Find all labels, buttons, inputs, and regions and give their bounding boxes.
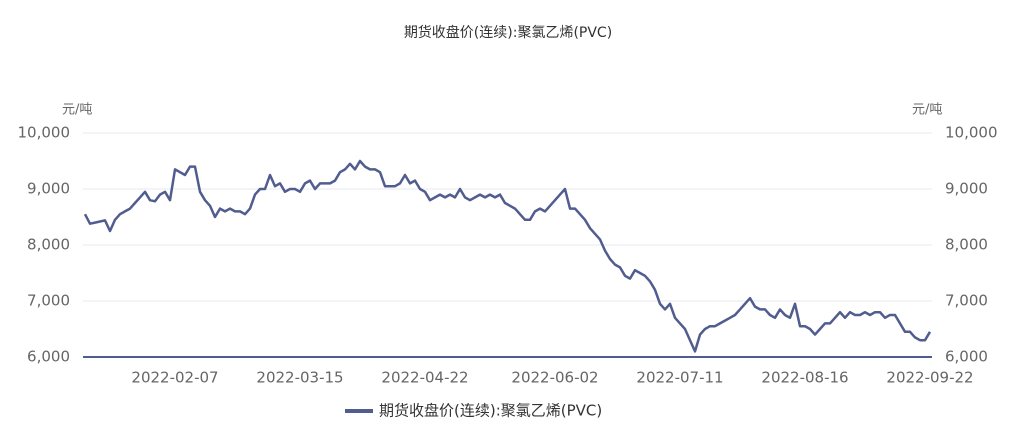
y-axis-unit: 元/吨 [62,103,92,118]
x-tick-label: 2022-03-15 [256,369,343,387]
x-tick-label: 2022-07-11 [636,369,723,387]
x-tick-label: 2022-04-22 [381,369,468,387]
y2-tick-label: 9,000 [945,180,988,198]
y-tick-label: 9,000 [27,180,70,198]
y2-tick-label: 8,000 [945,236,988,254]
legend-label: 期货收盘价(连续):聚氯乙烯(PVC) [379,402,602,420]
y-tick-label: 7,000 [27,292,70,310]
x-tick-label: 2022-09-22 [886,369,973,387]
chart-title: 期货收盘价(连续):聚氯乙烯(PVC) [404,24,612,41]
x-tick-label: 2022-06-02 [511,369,598,387]
x-tick-label: 2022-08-16 [761,369,848,387]
x-tick-label: 2022-02-07 [131,369,218,387]
y2-axis-unit: 元/吨 [912,103,942,118]
y2-tick-label: 7,000 [945,292,988,310]
y2-tick-label: 6,000 [945,348,988,366]
y-tick-label: 6,000 [27,348,70,366]
y-tick-label: 8,000 [27,236,70,254]
y-tick-label: 10,000 [18,124,71,142]
y2-tick-label: 10,000 [945,124,998,142]
series-line [83,159,932,353]
